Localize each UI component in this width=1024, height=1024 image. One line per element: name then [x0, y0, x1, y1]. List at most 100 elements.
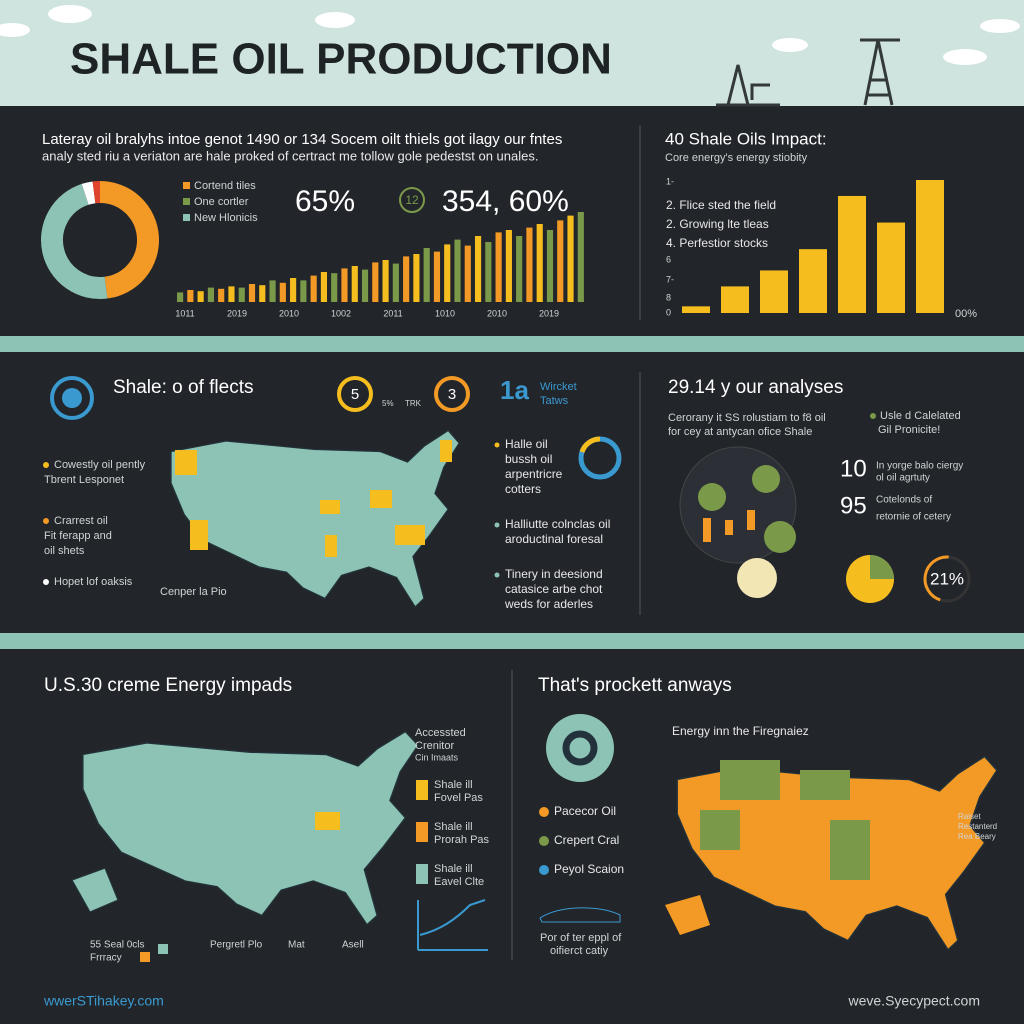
caption: oifierct catiy — [550, 945, 609, 957]
bar — [320, 272, 328, 302]
legend-label: Shale ill — [434, 779, 473, 791]
y-tick-label: 1- — [666, 176, 674, 186]
legend-title: Crenitor — [415, 740, 454, 752]
map-note: Hopet lof oaksis — [54, 576, 133, 588]
foot-label: Mat — [288, 940, 305, 951]
legend-title: Cin Imaats — [415, 752, 459, 762]
bar — [505, 230, 512, 302]
x-tick-label: 2019 — [539, 308, 559, 318]
donut-segment — [99, 181, 159, 299]
section-title: That's prockett anways — [538, 675, 732, 696]
foot-label: Frrracy — [90, 953, 122, 964]
gauge-note: TRK — [405, 399, 422, 408]
legend-label: Crepert Cral — [554, 833, 619, 847]
icon-bar — [703, 518, 711, 542]
percent-ring — [923, 555, 949, 602]
footer-link[interactable]: wwerSTihakey.com — [43, 993, 164, 1009]
bar — [218, 288, 225, 302]
us-map — [170, 429, 460, 608]
bar — [721, 286, 749, 313]
bar — [516, 236, 523, 302]
axis-label: 00% — [955, 308, 977, 320]
foot-label: Pergretl Plo — [210, 940, 263, 951]
bar — [228, 286, 235, 302]
icon — [698, 483, 726, 511]
legend-dot — [539, 865, 549, 875]
legend-dot — [539, 836, 549, 846]
map-highlight — [315, 812, 340, 830]
y-tick-label: 6 — [666, 254, 671, 264]
legend-label: Shale ill — [434, 863, 473, 875]
x-tick-label: 2011 — [383, 308, 402, 318]
icon — [546, 714, 614, 782]
legend-swatch — [416, 822, 428, 842]
gauge-label: 5 — [351, 386, 359, 403]
map-note: Tbrent Lesponet — [44, 474, 124, 486]
legend-swatch — [183, 198, 190, 205]
bar — [197, 291, 204, 302]
x-tick-label: 2010 — [279, 308, 299, 318]
legend-label: Pacecor Oil — [554, 804, 616, 818]
stat-text: In yorge balo ciergy — [876, 461, 963, 472]
list-text: catasice arbe chot — [505, 582, 603, 596]
bar — [485, 242, 492, 302]
separator — [0, 336, 1024, 352]
icon — [737, 558, 777, 598]
legend-swatch — [416, 780, 428, 800]
bar — [300, 280, 307, 302]
list-text: Halle oil — [505, 437, 548, 451]
icon — [50, 376, 94, 420]
bar — [454, 239, 461, 302]
legend-label: Shale ill — [434, 821, 473, 833]
donut-segment — [81, 181, 96, 205]
icon — [62, 388, 82, 408]
legend-dot — [539, 807, 549, 817]
gauge-note: 5% — [382, 399, 394, 408]
list-text: weds for aderles — [504, 597, 593, 611]
map-note: Crarrest oil — [54, 515, 108, 527]
gauge — [337, 376, 373, 412]
map-note: Fit ferapp and — [44, 530, 112, 542]
bullet — [494, 572, 500, 578]
bar — [259, 285, 266, 302]
list-text: aroductinal foresal — [505, 532, 603, 546]
mini-chart — [417, 899, 488, 951]
bar — [207, 287, 214, 302]
footer-link[interactable]: weve.Syecypect.com — [848, 993, 981, 1009]
caption: Por of ter eppl of — [540, 932, 622, 944]
donut — [41, 180, 159, 299]
x-tick-label: 1010 — [435, 308, 455, 318]
bar — [423, 248, 430, 302]
y-tick-label: 0 — [666, 307, 671, 317]
intro-line: analy sted riu a veriaton are hale proke… — [42, 148, 538, 163]
note: 2. Growing lte tleas — [666, 217, 769, 231]
bar — [269, 280, 276, 302]
foot-label: Asell — [342, 940, 364, 951]
legend-label: Peyol Scaion — [554, 862, 624, 876]
bar — [799, 249, 827, 313]
bar — [279, 282, 286, 302]
legend: Pacecor Oil Crepert Cral Peyol Scaion — [539, 804, 624, 876]
map-note: Cowestly oil pently — [54, 459, 146, 471]
stat: 95 — [840, 492, 867, 519]
text: for cey at antycan ofice Shale — [668, 426, 812, 438]
bar — [546, 230, 554, 302]
alaska — [71, 867, 119, 913]
bullet — [494, 522, 500, 528]
stat-text: Cotelonds of — [876, 495, 932, 506]
icon-bar — [747, 510, 755, 530]
bar — [557, 220, 564, 302]
bar — [838, 195, 866, 313]
bullet — [43, 518, 49, 524]
bar — [382, 260, 389, 302]
list-text: Tinery in deesiond — [505, 567, 603, 581]
swatch — [158, 944, 168, 954]
stat: 10 — [840, 455, 867, 482]
badge-ring — [399, 187, 425, 213]
pie-part — [870, 555, 894, 579]
stat-text: ol oil agrtuty — [876, 473, 930, 484]
note: 4. Perfestior stocks — [666, 236, 768, 250]
map-note: Raiset — [958, 812, 981, 821]
